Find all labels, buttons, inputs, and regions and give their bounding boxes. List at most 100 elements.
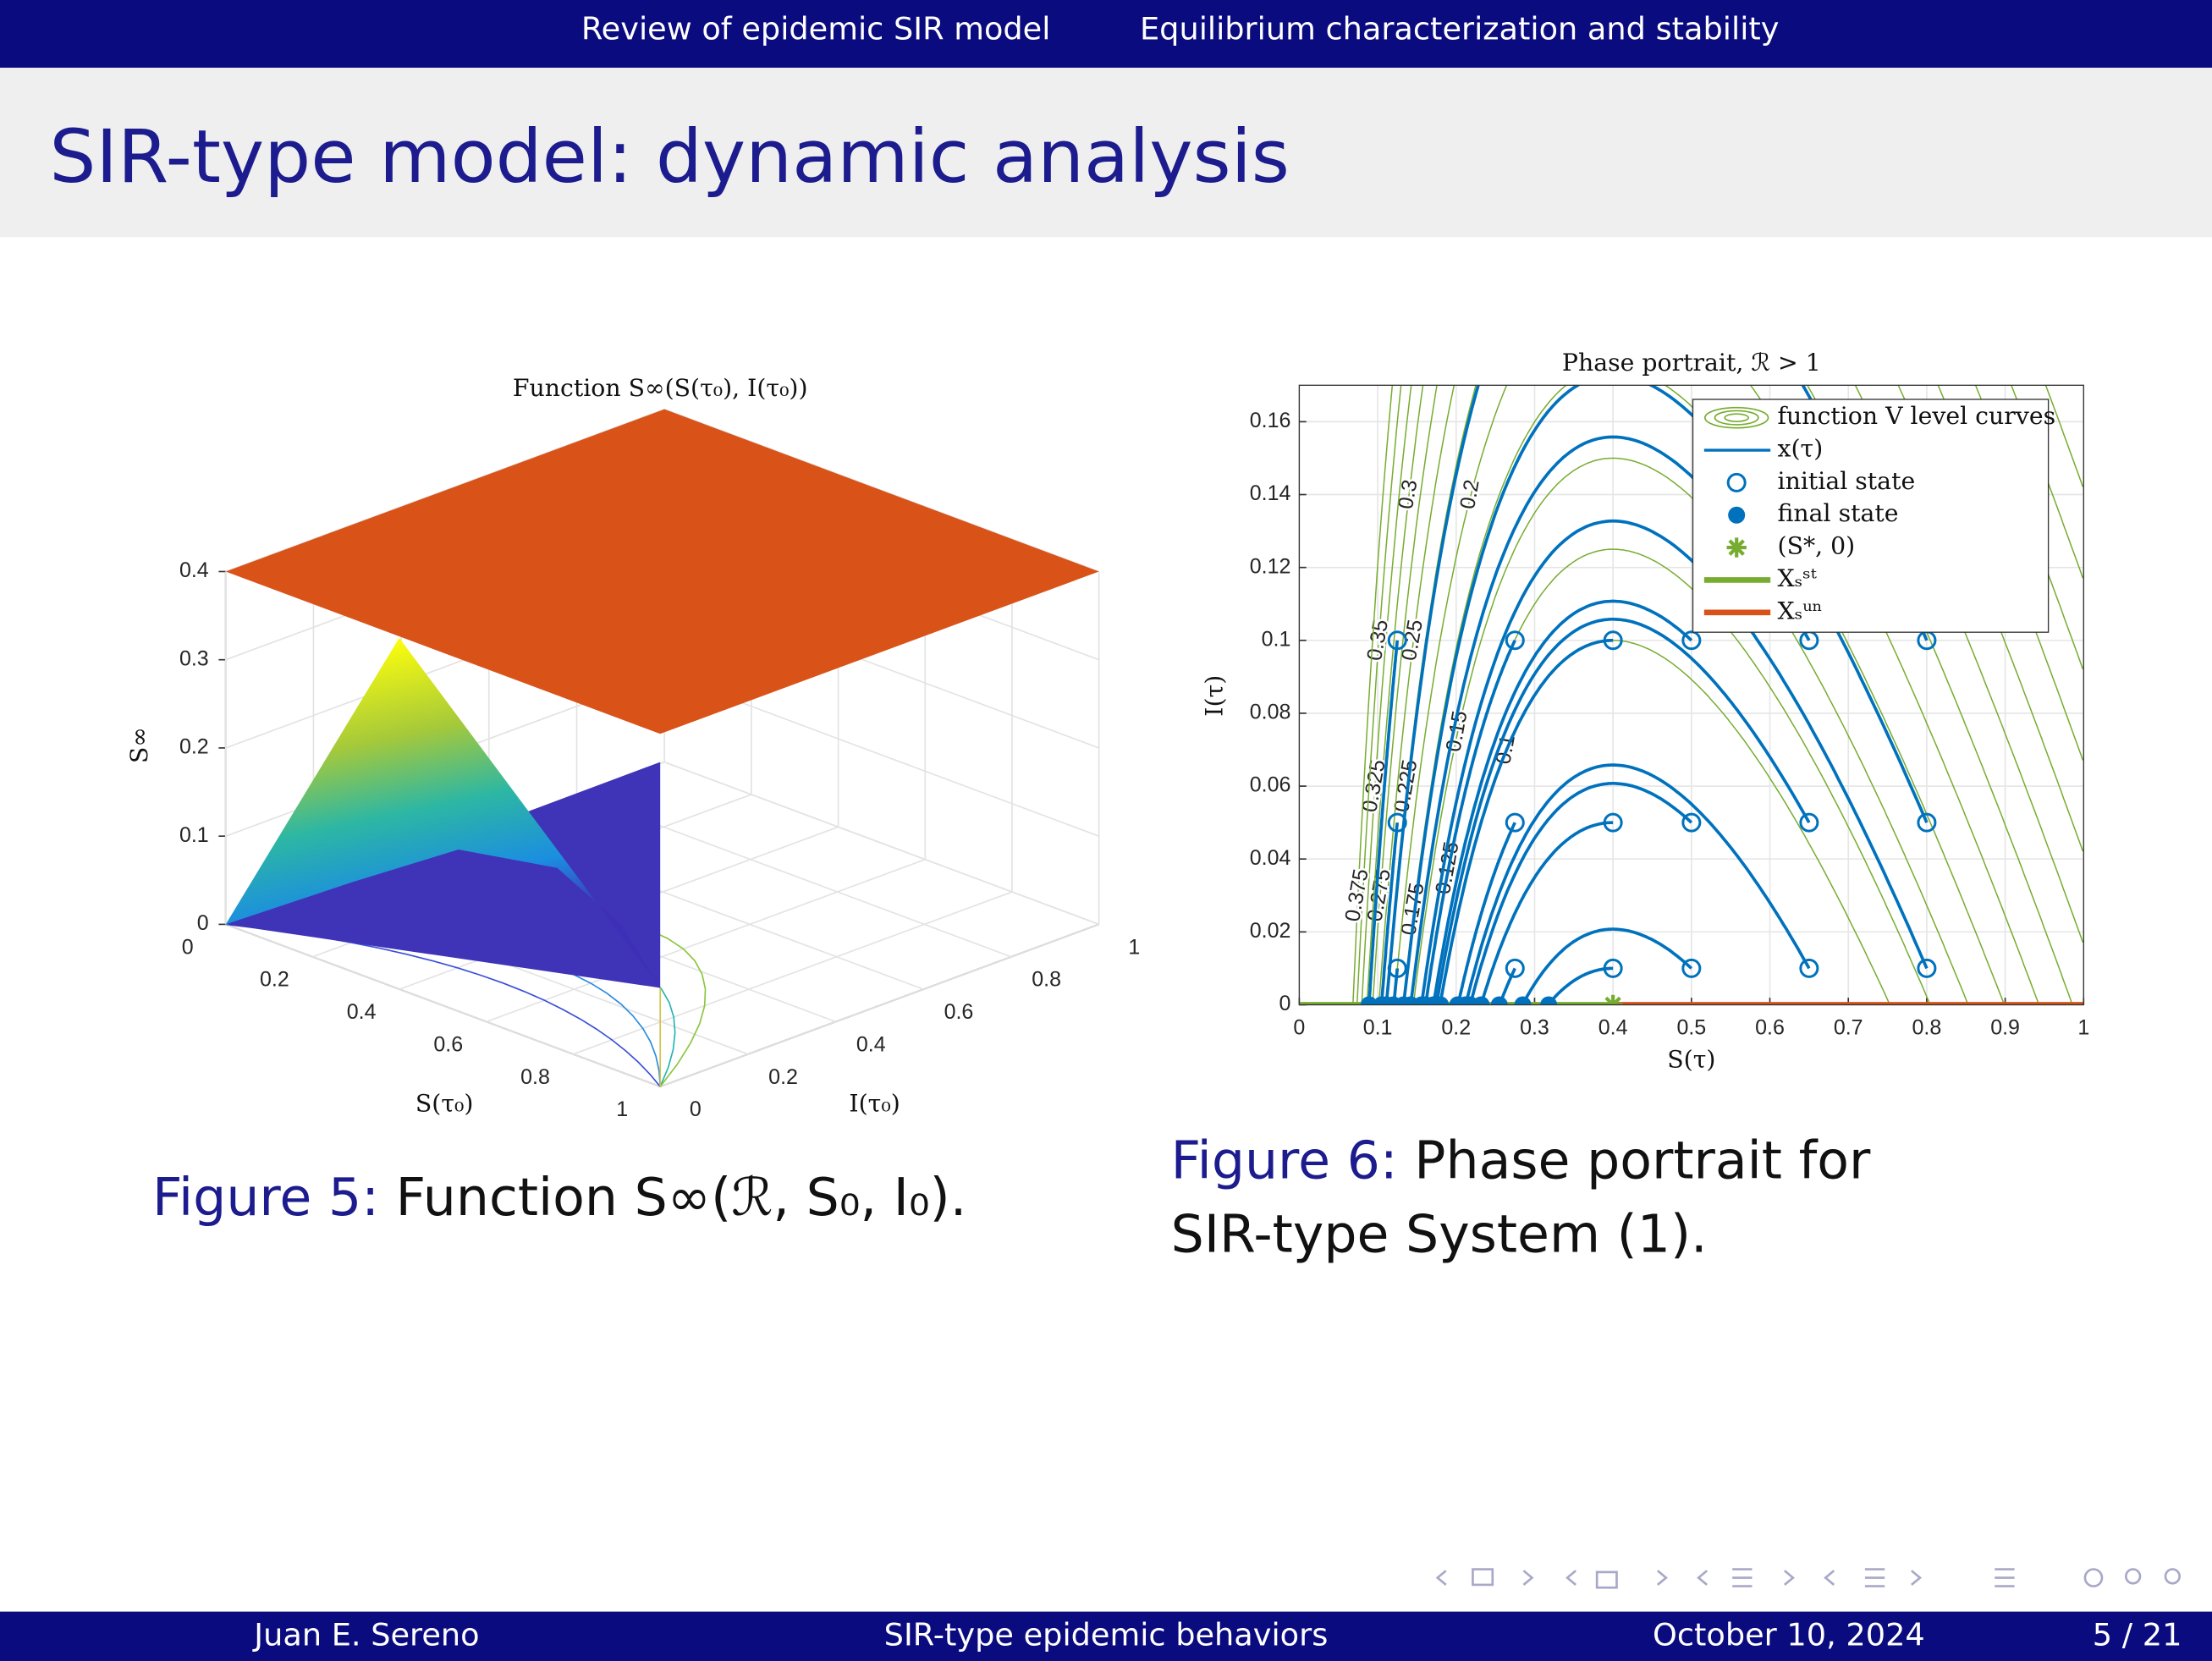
initial-state bbox=[1917, 958, 1937, 978]
z-tick-label: 0.2 bbox=[179, 735, 209, 759]
nav-icon[interactable] bbox=[1697, 1568, 1795, 1587]
trajectory bbox=[1521, 927, 1693, 1005]
x-tick-label: 0.5 bbox=[1676, 1015, 1706, 1039]
surface-dark bbox=[225, 762, 661, 988]
x-tick-label: 0.1 bbox=[1363, 1015, 1393, 1039]
legend-swatch bbox=[1724, 413, 1750, 423]
legend-label: initial state bbox=[1778, 467, 1916, 495]
final-state bbox=[1428, 996, 1445, 1005]
trajectory bbox=[1401, 385, 1929, 1005]
final-state bbox=[1540, 996, 1558, 1005]
footer-short-title: SIR-type epidemic behaviors bbox=[883, 1618, 1329, 1654]
trajectory bbox=[1423, 640, 1516, 1005]
x-tick-label: 0.6 bbox=[1755, 1015, 1785, 1039]
nav-icon[interactable] bbox=[2083, 1568, 2104, 1587]
header-section[interactable]: Review of epidemic SIR model bbox=[581, 13, 1051, 48]
initial-state bbox=[1603, 958, 1623, 978]
x-tick-label: 0.2 bbox=[1441, 1015, 1471, 1039]
x-tick-label: 0.2 bbox=[260, 968, 289, 992]
x-axis-label: S(τ) bbox=[1667, 1046, 1715, 1074]
legend-label: Xₛᵘⁿ bbox=[1778, 597, 1823, 624]
z-tick-label: 0.4 bbox=[179, 558, 209, 582]
initial-state bbox=[1799, 812, 1819, 833]
phase-figure: 0 0.1 0.2 0.3 0.4 0.5 0.6 0.7 0.8 0.9 1 0 0.02 0.04 0.… bbox=[1201, 349, 2090, 1074]
nav-icon[interactable] bbox=[1824, 1568, 1922, 1587]
y-tick-label: 0 bbox=[690, 1097, 702, 1121]
nav-icon[interactable] bbox=[1995, 1568, 2015, 1587]
caption-text: Function S∞(ℛ, S₀, I₀). bbox=[395, 1167, 967, 1228]
x-tick-label: 0 bbox=[1293, 1015, 1305, 1039]
initial-state bbox=[1603, 812, 1623, 833]
y-tick-label: 0.4 bbox=[856, 1032, 886, 1056]
level-label: 0.2 bbox=[1455, 478, 1484, 511]
legend-swatch bbox=[1704, 406, 1769, 429]
y-axis-label: I(τ) bbox=[1201, 675, 1229, 717]
caption-text: Phase portrait for SIR-type System (1). bbox=[1170, 1130, 1871, 1265]
figure-caption: Figure 5: Function S∞(ℛ, S₀, I₀). bbox=[152, 1162, 966, 1235]
x-tick-label: 0 bbox=[182, 935, 194, 959]
header-section[interactable]: Equilibrium characterization and stabili… bbox=[1140, 13, 1780, 48]
nav-icon[interactable] bbox=[1595, 1570, 1618, 1589]
x-tick-label: 0.8 bbox=[520, 1065, 550, 1089]
grid-line bbox=[573, 891, 1013, 1055]
initial-state bbox=[1917, 812, 1937, 833]
initial-state bbox=[1505, 630, 1525, 651]
initial-state bbox=[1505, 812, 1525, 833]
y-tick-label: 1 bbox=[1128, 935, 1140, 959]
initial-state bbox=[1681, 958, 1702, 978]
footer-bar: Juan E. Sereno SIR-type epidemic behavio… bbox=[0, 1611, 2212, 1661]
nav-icon[interactable] bbox=[1565, 1570, 1576, 1586]
legend-swatch bbox=[1714, 410, 1759, 426]
footer-date: October 10, 2024 bbox=[1652, 1618, 1925, 1654]
x-tick-label: 0.6 bbox=[433, 1032, 463, 1056]
final-state bbox=[1360, 996, 1378, 1005]
y-tick-label: 0.12 bbox=[1250, 554, 1291, 578]
chart-title: Phase portrait, ℛ > 1 bbox=[1562, 349, 1821, 377]
nav-icon[interactable] bbox=[1656, 1570, 1668, 1586]
y-tick-label: 0 bbox=[1279, 992, 1290, 1015]
legend-swatch bbox=[1726, 472, 1747, 492]
z-tick-label: 0.1 bbox=[179, 823, 209, 847]
y-tick-label: 0.02 bbox=[1250, 919, 1291, 943]
legend-swatch bbox=[1728, 506, 1746, 524]
y-tick-label: 0.08 bbox=[1250, 701, 1291, 724]
x-tick-label: 0.8 bbox=[1912, 1015, 1942, 1039]
final-state bbox=[1514, 996, 1532, 1005]
final-state bbox=[1490, 996, 1508, 1005]
initial-state bbox=[1387, 630, 1407, 651]
x-tick-label: 0.7 bbox=[1834, 1015, 1863, 1039]
level-curve bbox=[1385, 385, 2073, 1005]
nav-icon[interactable] bbox=[2124, 1568, 2142, 1585]
trajectory bbox=[1379, 822, 1400, 1004]
z-tick-label: 0.3 bbox=[179, 646, 209, 670]
y-tick-label: 0.16 bbox=[1250, 409, 1291, 432]
figure-caption: Figure 6: Phase portrait for SIR-type Sy… bbox=[1171, 1125, 1890, 1271]
y-tick-label: 0.2 bbox=[768, 1065, 798, 1089]
legend-label: x(τ) bbox=[1778, 435, 1824, 463]
y-tick-label: 0.8 bbox=[1032, 968, 1061, 992]
nav-icon[interactable] bbox=[1472, 1568, 1494, 1587]
trajectory bbox=[1468, 781, 1693, 1005]
initial-state bbox=[1387, 958, 1407, 978]
surface bbox=[225, 637, 661, 988]
y-tick-label: 0.14 bbox=[1250, 481, 1291, 505]
chart-title: Function S∞(S(τ₀), I(τ₀)) bbox=[513, 374, 808, 402]
grid-line bbox=[486, 858, 926, 1023]
nav-icons bbox=[1435, 1568, 2181, 1589]
surface-figure: 0 0.1 0.2 0.3 0.4 0 0.2 0.4 0.6 0.8 1 0 0.2 0.4 0.6 0.8… bbox=[125, 374, 1140, 1121]
y-tick-label: 0.1 bbox=[1262, 627, 1291, 651]
footer-author: Juan E. Sereno bbox=[254, 1618, 480, 1654]
y-tick-label: 0.6 bbox=[944, 1000, 974, 1024]
initial-state bbox=[1603, 630, 1623, 651]
trajectory bbox=[1439, 639, 1614, 1004]
legend-box bbox=[1692, 399, 2050, 633]
nav-icon[interactable] bbox=[1435, 1570, 1447, 1586]
initial-state bbox=[1681, 630, 1702, 651]
nav-icon[interactable] bbox=[2164, 1568, 2181, 1585]
legend-label: final state bbox=[1778, 499, 1899, 527]
nav-icon[interactable] bbox=[1522, 1570, 1534, 1586]
grid-line bbox=[225, 923, 661, 1087]
